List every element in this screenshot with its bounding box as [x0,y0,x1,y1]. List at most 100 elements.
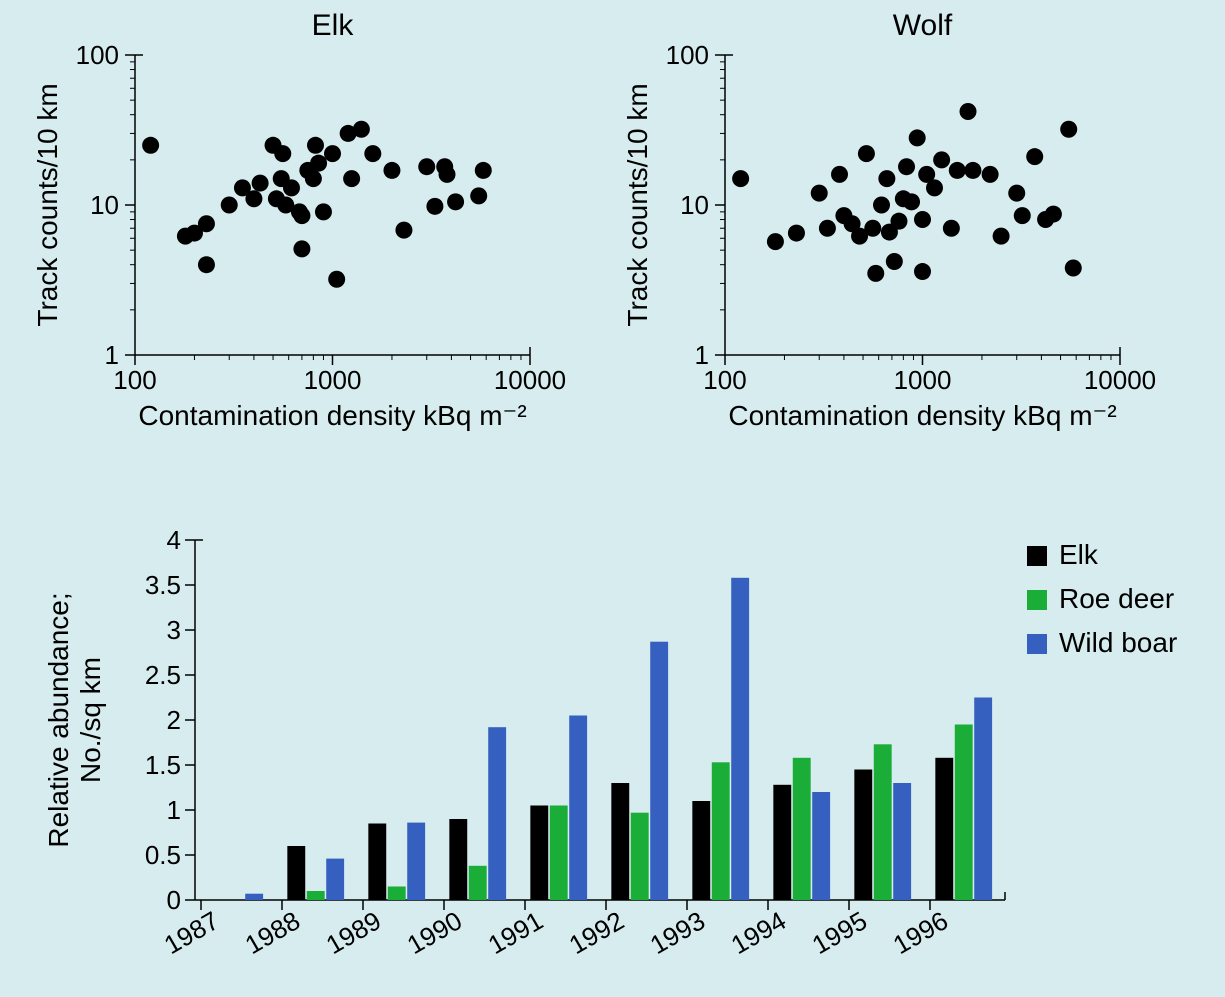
bar [712,762,730,900]
scatter-point [274,145,291,162]
scatter-point [324,145,341,162]
y-tick-label: 1 [105,340,119,370]
scatter-point [245,190,262,207]
scatter-point [1065,260,1082,277]
scatter-point [909,129,926,146]
bar [974,698,992,901]
chart-title: Elk [312,9,355,42]
bar [854,770,872,901]
scatter-point [439,166,456,183]
scatter-point [383,162,400,179]
y-tick-label: 3.5 [145,570,181,600]
scatter-point [943,220,960,237]
bar [287,846,305,900]
y-tick-label: 10 [90,190,119,220]
scatter-point [221,197,238,214]
bar [935,758,953,900]
legend-swatch [1027,634,1047,654]
bar [611,783,629,900]
x-tick-label: 100 [703,365,746,395]
scatter-point [831,166,848,183]
y-tick-label: 100 [76,40,119,70]
bar [469,866,487,900]
bar [388,887,406,901]
bar [793,758,811,900]
y-tick-label: 1.5 [145,750,181,780]
y-tick-label: 0 [167,885,181,915]
y-tick-label: 1 [167,795,181,825]
y-axis-label: Relative abundance; [43,592,74,847]
legend-label: Wild boar [1059,627,1177,658]
y-tick-label: 0.5 [145,840,181,870]
x-axis-label: Contamination density kBq m⁻² [728,400,1116,431]
scatter-point [890,213,907,230]
scatter-point [903,193,920,210]
scatter-point [1026,148,1043,165]
bar [874,744,892,900]
bar [550,806,568,901]
scatter-point [418,158,435,175]
bar [245,894,263,900]
scatter-point [867,265,884,282]
scatter-point [964,162,981,179]
scatter-point [1014,207,1031,224]
x-axis-label: Contamination density kBq m⁻² [138,400,526,431]
scatter-point [864,220,881,237]
bar [407,823,425,900]
scatter-point [811,185,828,202]
scatter-point [949,162,966,179]
bar [650,642,668,900]
x-tick-label: 10000 [494,365,566,395]
y-tick-label: 10 [680,190,709,220]
scatter-point [960,103,977,120]
scatter-point [470,187,487,204]
x-tick-label: 10000 [1084,365,1156,395]
figure-container: Elk100100010000110100Contamination densi… [0,0,1225,997]
bar [812,792,830,900]
legend-label: Elk [1059,539,1099,570]
y-tick-label: 2 [167,705,181,735]
x-tick-label: 1000 [304,365,362,395]
scatter-point [732,170,749,187]
legend-label: Roe deer [1059,583,1174,614]
scatter-point [305,170,322,187]
bar [631,813,649,900]
y-axis-label: Track counts/10 km [622,83,653,326]
scatter-point [198,256,215,273]
scatter-point [1060,121,1077,138]
bar [955,725,973,901]
y-tick-label: 3 [167,615,181,645]
scatter-point [353,121,370,138]
scatter-point [873,197,890,214]
scatter-point [310,155,327,172]
scatter-point [819,220,836,237]
scatter-point [914,211,931,228]
x-tick-label: 1000 [894,365,952,395]
scatter-point [475,162,492,179]
scatter-point [878,170,895,187]
legend-swatch [1027,590,1047,610]
scatter-point [364,145,381,162]
chart-title: Wolf [893,9,953,42]
scatter-point [293,207,310,224]
scatter-point [307,137,324,154]
scatter-point [993,228,1010,245]
y-tick-label: 2.5 [145,660,181,690]
scatter-point [767,233,784,250]
y-axis-label: No./sq km [75,657,106,783]
bar [569,716,587,901]
scatter-point [1045,206,1062,223]
scatter-point [914,263,931,280]
bar [368,824,386,901]
scatter-point [315,203,332,220]
y-tick-label: 100 [666,40,709,70]
y-tick-label: 4 [167,525,181,555]
scatter-point [395,222,412,239]
bar [893,783,911,900]
y-tick-label: 1 [695,340,709,370]
scatter-point [926,179,943,196]
bar [307,891,325,900]
legend-swatch [1027,546,1047,566]
scatter-point [447,193,464,210]
scatter-point [426,198,443,215]
